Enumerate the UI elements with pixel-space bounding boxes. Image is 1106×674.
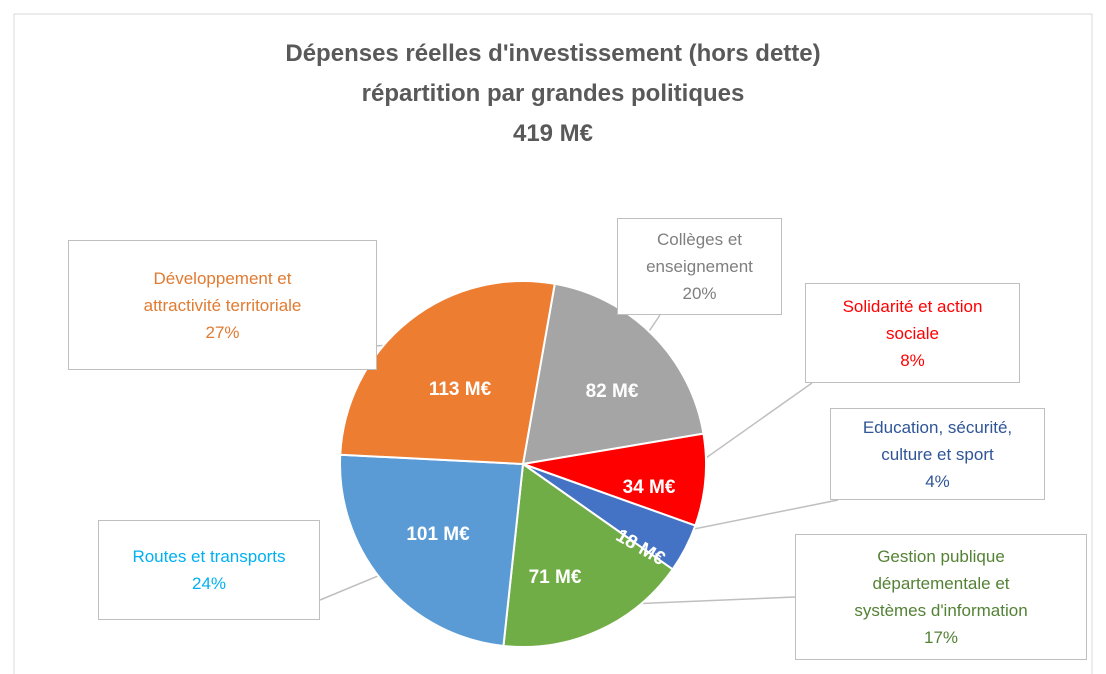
callout: Solidarité et action sociale 8%	[805, 283, 1020, 383]
pie-slice	[339, 453, 525, 648]
value-label: 71 M€	[529, 567, 582, 588]
category-label: Education, sécurité, culture et sport	[862, 417, 1013, 464]
callout: Education, sécurité, culture et sport 4%	[830, 408, 1045, 500]
callout: Développement et attractivité territoria…	[68, 240, 377, 370]
callout: Gestion publique départementale et systè…	[795, 534, 1087, 660]
percent-label: 4%	[925, 471, 950, 491]
chart-frame	[13, 13, 1093, 674]
percent-label: 17%	[923, 628, 959, 647]
callout: Collèges et enseignement 20%	[617, 218, 782, 315]
category-label: Solidarité et action sociale	[842, 296, 983, 343]
category-label: Collèges et enseignement	[646, 230, 753, 276]
percent-label: 8%	[900, 350, 925, 370]
pie-slice	[519, 432, 707, 527]
category-label: Développement et attractivité territoria…	[143, 268, 302, 315]
percent-label: 20%	[682, 284, 717, 303]
value-label: 34 M€	[623, 477, 676, 498]
pie-slice	[521, 282, 705, 466]
percent-label: 24%	[191, 574, 227, 593]
value-label: 101 M€	[406, 524, 470, 545]
pie-slice	[502, 462, 675, 648]
pie-slice	[339, 280, 556, 466]
category-label: Routes et transports	[132, 547, 286, 566]
percent-label: 27%	[205, 322, 240, 342]
value-label: 113 M€	[429, 379, 492, 400]
value-label: 82 M€	[586, 381, 639, 402]
category-label: Gestion publique départementale et systè…	[854, 547, 1028, 620]
callout: Routes et transports 24%	[98, 520, 320, 620]
chart-title: Dépenses réelles d'investissement (hors …	[285, 40, 821, 147]
